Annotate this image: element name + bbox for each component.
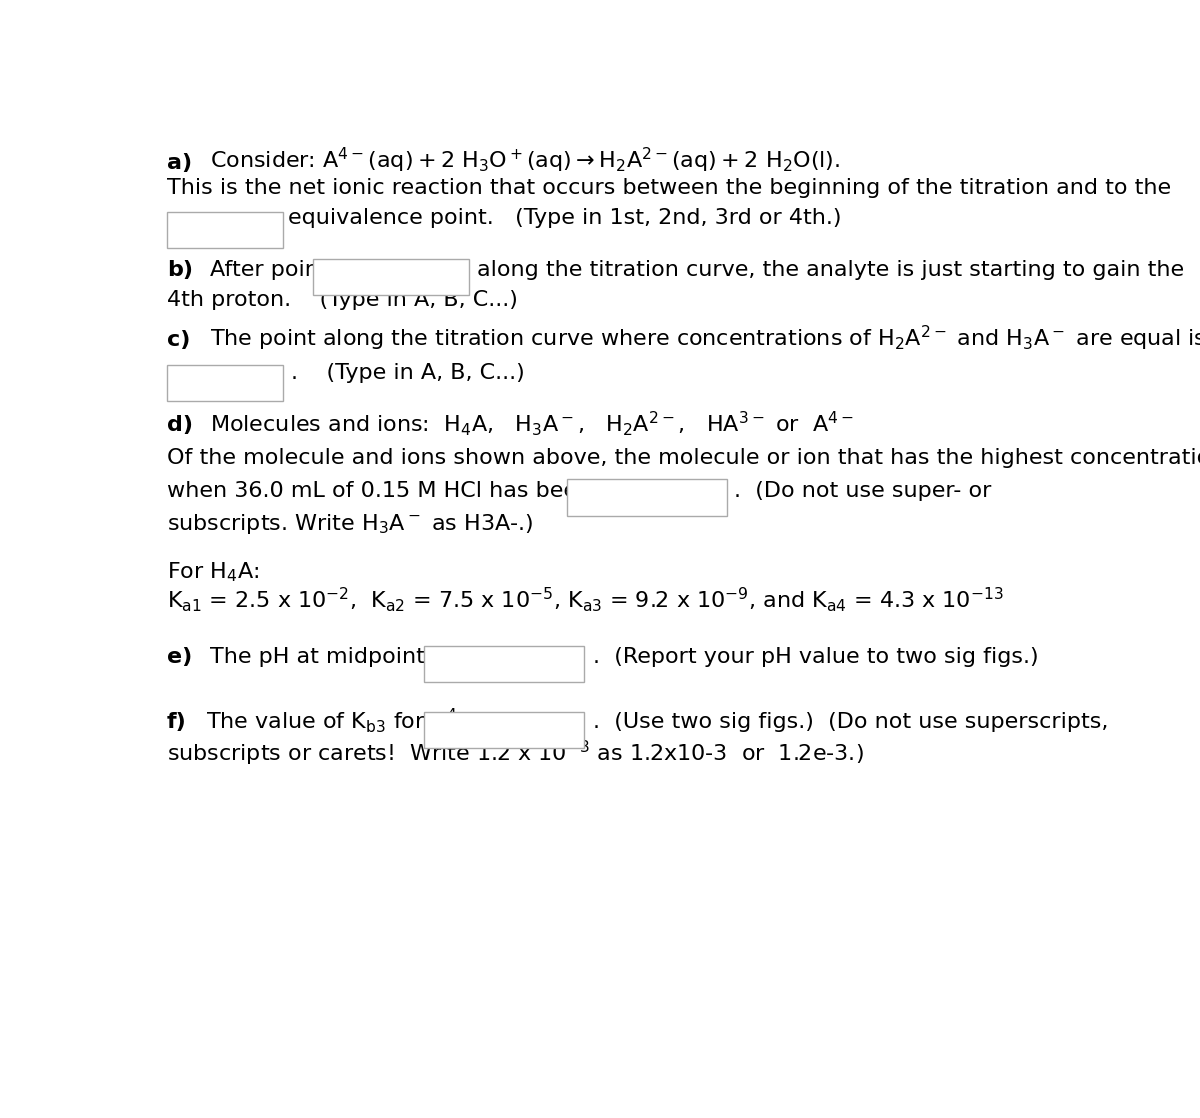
Text: The value of $\mathregular{K_{b3}}$ for $\mathregular{A^{4-}}$ is: The value of $\mathregular{K_{b3}}$ for … <box>206 705 502 735</box>
FancyBboxPatch shape <box>425 645 584 682</box>
Text: After point: After point <box>210 260 328 281</box>
Text: c): c) <box>167 330 190 350</box>
Text: .    (Type in A, B, C...): . (Type in A, B, C...) <box>292 362 526 382</box>
Text: $\mathregular{K_{a1}}$ = 2.5 x 10$^{-2}$,  $\mathregular{K_{a2}}$ = 7.5 x 10$^{-: $\mathregular{K_{a1}}$ = 2.5 x 10$^{-2}$… <box>167 585 1003 614</box>
Text: along the titration curve, the analyte is just starting to gain the: along the titration curve, the analyte i… <box>478 260 1184 281</box>
FancyBboxPatch shape <box>167 364 283 401</box>
Text: f): f) <box>167 712 186 732</box>
Text: d): d) <box>167 415 193 435</box>
Text: .  (Do not use super- or: . (Do not use super- or <box>734 482 991 502</box>
Text: Of the molecule and ions shown above, the molecule or ion that has the highest c: Of the molecule and ions shown above, th… <box>167 448 1200 467</box>
Text: e): e) <box>167 646 192 666</box>
Text: subscripts. Write $\mathregular{H_3A^-}$ as H3A-.): subscripts. Write $\mathregular{H_3A^-}$… <box>167 512 533 537</box>
Text: The point along the titration curve where concentrations of $\mathregular{H_2A^{: The point along the titration curve wher… <box>210 323 1200 353</box>
Text: .  (Report your pH value to two sig figs.): . (Report your pH value to two sig figs.… <box>593 646 1038 666</box>
FancyBboxPatch shape <box>425 712 584 748</box>
Text: subscripts or carets!  Write 1.2 x 10$^{-3}$ as 1.2x10-3  or  1.2e-3.): subscripts or carets! Write 1.2 x 10$^{-… <box>167 739 864 768</box>
FancyBboxPatch shape <box>566 480 727 515</box>
Text: The pH at midpoint 2 is: The pH at midpoint 2 is <box>210 646 472 666</box>
Text: For $\mathregular{H_4A}$:: For $\mathregular{H_4A}$: <box>167 560 259 584</box>
Text: .  (Use two sig figs.)  (Do not use superscripts,: . (Use two sig figs.) (Do not use supers… <box>593 712 1108 732</box>
Text: equivalence point.   (Type in 1st, 2nd, 3rd or 4th.): equivalence point. (Type in 1st, 2nd, 3r… <box>288 208 841 228</box>
Text: b): b) <box>167 260 193 281</box>
Text: 4th proton.    (Type in A, B, C...): 4th proton. (Type in A, B, C...) <box>167 291 517 311</box>
Text: Molecules and ions:  $\mathregular{H_4A}$,   $\mathregular{H_3A^-}$,   $\mathreg: Molecules and ions: $\mathregular{H_4A}$… <box>210 409 854 437</box>
Text: Consider: $\mathregular{A^{4-}(aq) + 2\ H_3O^+(aq) \rightarrow H_2A^{2-}(aq) + 2: Consider: $\mathregular{A^{4-}(aq) + 2\ … <box>210 146 841 176</box>
Text: This is the net ionic reaction that occurs between the beginning of the titratio: This is the net ionic reaction that occu… <box>167 179 1171 198</box>
FancyBboxPatch shape <box>167 211 283 248</box>
Text: a): a) <box>167 152 192 172</box>
FancyBboxPatch shape <box>313 259 469 295</box>
Text: when 36.0 mL of 0.15 M HCl has been added is: when 36.0 mL of 0.15 M HCl has been adde… <box>167 482 692 502</box>
